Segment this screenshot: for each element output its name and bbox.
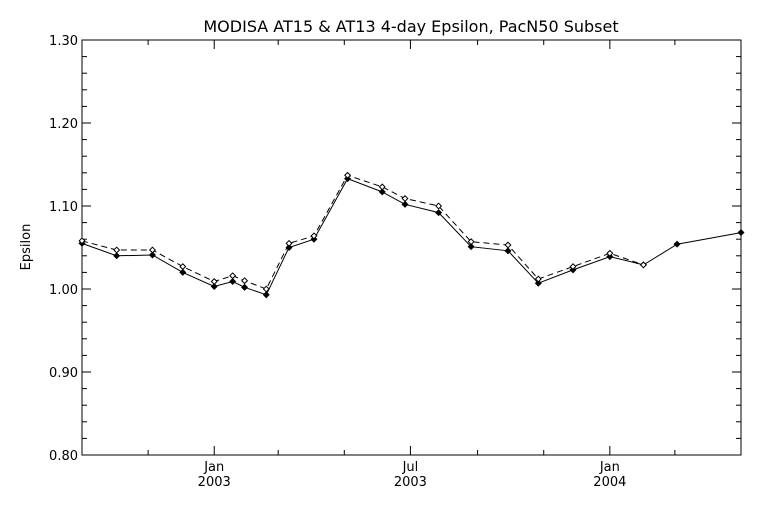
data-point-series-2 (113, 246, 121, 254)
plot-frame (81, 39, 742, 456)
data-point-series-1 (504, 247, 512, 255)
y-axis-label: Epsilon (19, 224, 34, 271)
y-tick-label: 1.00 (49, 283, 78, 298)
y-tick-label: 1.10 (49, 200, 78, 215)
data-point-series-1 (378, 188, 386, 196)
data-point-series-1 (148, 251, 156, 259)
data-point-series-1 (262, 291, 270, 299)
x-tick-label-year: 2003 (394, 475, 427, 490)
series-group (78, 171, 745, 299)
data-point-series-2 (401, 195, 409, 203)
x-tick-label-year: 2003 (198, 475, 231, 490)
data-point-series-2 (534, 275, 542, 283)
data-point-series-2 (285, 239, 293, 247)
data-point-series-1 (534, 279, 542, 287)
data-point-series-1 (467, 243, 475, 251)
series-line-1 (81, 177, 742, 296)
y-tick-label: 1.20 (49, 117, 78, 132)
data-point-series-1 (401, 200, 409, 208)
data-point-series-1 (113, 252, 121, 260)
y-tick-label: 0.80 (49, 449, 78, 464)
data-point-series-2 (148, 246, 156, 254)
data-point-series-2 (310, 232, 318, 240)
y-tick-label: 1.30 (49, 34, 78, 49)
x-tick-label-month: Jan (599, 460, 620, 475)
data-point-series-2 (344, 171, 352, 179)
data-point-series-2 (210, 278, 218, 286)
data-point-series-2 (504, 241, 512, 249)
x-tick-label-month: Jul (402, 460, 419, 475)
series-line-2 (81, 174, 644, 290)
data-point-series-1 (435, 209, 443, 217)
data-point-series-1 (737, 229, 745, 237)
data-point-series-1 (179, 268, 187, 276)
data-point-series-1 (229, 278, 237, 286)
data-point-series-2 (78, 237, 86, 245)
data-point-series-2 (467, 238, 475, 246)
data-point-series-2 (639, 261, 647, 269)
data-point-series-1 (673, 240, 681, 248)
data-point-series-2 (229, 272, 237, 280)
axis-ticks: 0.800.901.001.101.201.30Jan2003Jul2003Ja… (49, 34, 742, 490)
data-point-series-2 (179, 263, 187, 271)
data-point-series-1 (241, 283, 249, 291)
chart-title: MODISA AT15 & AT13 4-day Epsilon, PacN50… (203, 17, 618, 36)
data-point-series-2 (435, 202, 443, 210)
data-point-series-2 (241, 277, 249, 285)
data-point-series-2 (606, 249, 614, 257)
y-tick-label: 0.90 (49, 366, 78, 381)
data-point-series-2 (262, 285, 270, 293)
x-tick-label-month: Jan (203, 460, 224, 475)
data-point-series-2 (569, 263, 577, 271)
data-point-series-1 (210, 283, 218, 291)
x-tick-label-year: 2004 (593, 475, 626, 490)
data-point-series-2 (378, 183, 386, 191)
